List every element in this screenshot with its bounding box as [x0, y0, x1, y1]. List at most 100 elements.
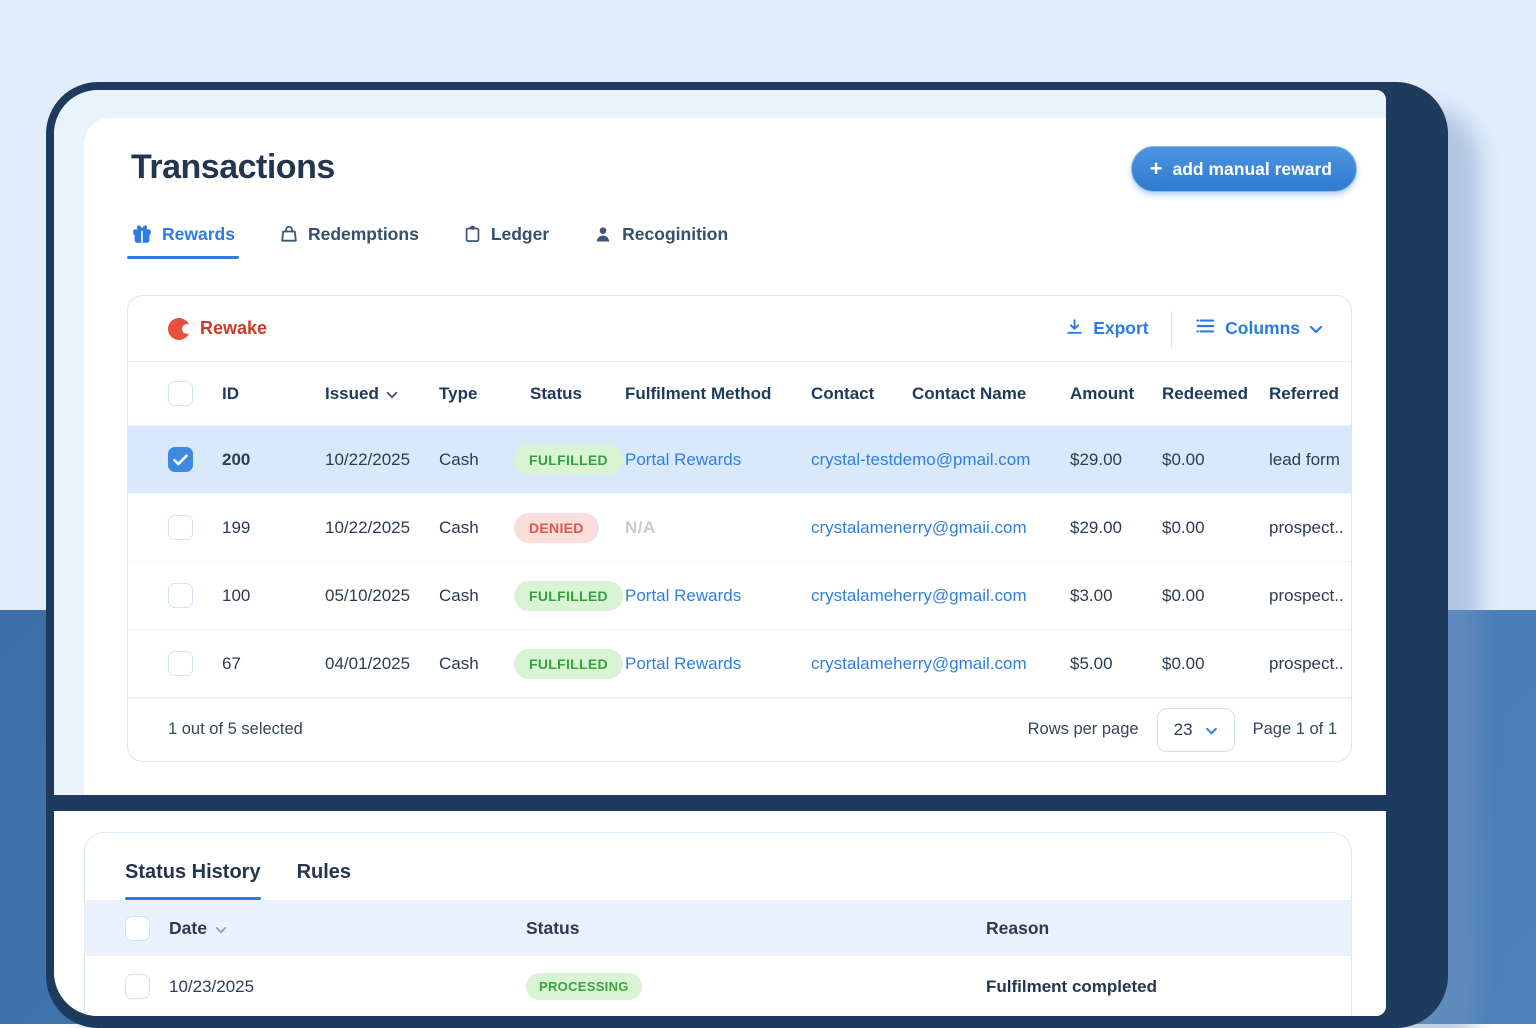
contact-email-link[interactable]: crystalamenerry@gmaii.com	[811, 517, 1027, 537]
cell-id: 200	[222, 449, 251, 469]
status-badge: FULFILLED	[514, 648, 623, 679]
cell-id: 67	[222, 653, 241, 673]
fulfilment-method-link[interactable]: Portal Rewards	[625, 449, 742, 469]
detail-row[interactable]: 10/23/2025 PROCESSING Fulfilment complet…	[85, 956, 1351, 1016]
bag-icon	[279, 223, 299, 245]
col-header-referred[interactable]: Referred	[1269, 383, 1339, 403]
cell-issued: 10/22/2025	[325, 517, 411, 537]
tab-rewards-label: Rewards	[162, 223, 235, 244]
status-history-card: Status History Rules Date Status Reason	[84, 832, 1352, 1016]
col-header-issued[interactable]: Issued	[325, 384, 439, 404]
cell-referred: prospect..	[1269, 517, 1344, 537]
row-checkbox[interactable]	[125, 974, 150, 999]
contact-email-link[interactable]: crystalameherry@gmail.com	[811, 585, 1027, 605]
chevron-down-icon	[1309, 318, 1323, 339]
fulfilment-method-na: N/A	[625, 517, 656, 537]
detail-header-row: Date Status Reason	[85, 900, 1351, 956]
cell-type: Cash	[439, 517, 479, 537]
row-checkbox[interactable]	[168, 651, 193, 676]
fulfilment-method-link[interactable]: Portal Rewards	[625, 653, 742, 673]
row-checkbox[interactable]	[168, 515, 193, 540]
rewake-brand-label: Rewake	[200, 318, 268, 338]
status-badge: FULFILLED	[514, 444, 623, 475]
cell-referred: prospect..	[1269, 653, 1344, 673]
add-manual-reward-label: add manual reward	[1172, 158, 1333, 179]
cell-redeemed: $0.00	[1162, 517, 1205, 537]
contact-email-link[interactable]: crystalameherry@gmail.com	[811, 653, 1027, 673]
rows-per-page-select[interactable]: 23	[1156, 707, 1235, 752]
gift-icon	[131, 223, 153, 245]
col-header-status[interactable]: Status	[530, 383, 582, 403]
tab-ledger[interactable]: Ledger	[463, 223, 549, 259]
columns-label: Columns	[1225, 318, 1300, 338]
panel-divider	[54, 795, 1386, 811]
cell-amount: $29.00	[1070, 449, 1122, 469]
tab-rewards[interactable]: Rewards	[127, 223, 239, 259]
chevron-down-icon	[1205, 720, 1218, 740]
cell-referred: prospect..	[1269, 585, 1344, 605]
cell-referred: lead form	[1269, 449, 1340, 469]
cell-amount: $29.00	[1070, 517, 1122, 537]
table-row[interactable]: 67 04/01/2025 Cash FULFILLED Portal Rewa…	[128, 630, 1351, 698]
col-header-amount[interactable]: Amount	[1070, 383, 1135, 403]
cell-type: Cash	[439, 449, 479, 469]
tab-rules[interactable]: Rules	[296, 861, 352, 883]
tab-recoginition[interactable]: Recoginition	[593, 223, 728, 259]
table-footer: 1 out of 5 selected Rows per page 23 Pag…	[128, 698, 1351, 760]
col-header-id[interactable]: ID	[222, 383, 239, 403]
rows-per-page-label: Rows per page	[1027, 720, 1139, 738]
detail-select-all-checkbox[interactable]	[125, 915, 150, 941]
col-header-redeemed[interactable]: Redeemed	[1162, 383, 1248, 403]
columns-button[interactable]: Columns	[1194, 317, 1323, 340]
tab-status-history[interactable]: Status History	[125, 861, 261, 900]
table-row[interactable]: 100 05/10/2025 Cash FULFILLED Portal Rew…	[128, 562, 1351, 630]
tab-recoginition-label: Recoginition	[622, 223, 729, 244]
chevron-down-icon	[215, 918, 227, 939]
status-badge: PROCESSING	[526, 973, 642, 1000]
tab-redemptions-label: Redemptions	[307, 223, 419, 244]
row-checkbox[interactable]	[168, 583, 193, 608]
table-row[interactable]: 200 10/22/2025 Cash FULFILLED Portal Rew…	[128, 426, 1351, 494]
page-title: Transactions	[131, 148, 335, 186]
export-button[interactable]: Export	[1065, 317, 1149, 341]
col-header-contact-label: Contact	[811, 383, 875, 403]
add-manual-reward-button[interactable]: + add manual reward	[1130, 146, 1357, 192]
col-header-type[interactable]: Type	[439, 383, 478, 403]
cell-issued: 04/01/2025	[325, 653, 411, 673]
cell-amount: $3.00	[1070, 585, 1113, 605]
tab-ledger-label: Ledger	[490, 223, 550, 244]
fulfilment-method-link[interactable]: Portal Rewards	[625, 585, 742, 605]
cell-redeemed: $0.00	[1162, 585, 1205, 605]
toolbar-divider	[1170, 310, 1173, 347]
select-all-checkbox[interactable]	[168, 381, 193, 406]
rewake-brand: Rewake	[168, 317, 268, 340]
detail-col-date[interactable]: Date	[169, 918, 526, 939]
transactions-panel: Transactions + add manual reward	[54, 90, 1386, 795]
tab-redemptions[interactable]: Redemptions	[279, 223, 419, 259]
device-frame: Transactions + add manual reward	[46, 82, 1448, 1028]
table-toolbar: Rewake Export	[128, 296, 1351, 362]
export-label: Export	[1093, 318, 1149, 338]
col-header-method[interactable]: Fulfilment Method	[625, 383, 772, 403]
cell-issued: 05/10/2025	[325, 585, 411, 605]
detail-col-date-label: Date	[169, 917, 207, 938]
page-info: Page 1 of 1	[1252, 720, 1337, 738]
columns-icon	[1194, 317, 1216, 340]
cell-id: 100	[222, 585, 251, 605]
col-header-contact[interactable]: Contact Contact Name	[811, 384, 1070, 404]
detail-col-reason[interactable]: Reason	[986, 917, 1050, 938]
plus-icon: +	[1149, 156, 1163, 181]
table-row[interactable]: 199 10/22/2025 Cash DENIED N/A crystalam…	[128, 494, 1351, 562]
detail-panel: Status History Rules Date Status Reason	[54, 811, 1386, 1016]
rewake-logo-icon	[168, 317, 192, 340]
row-checkbox[interactable]	[168, 447, 193, 472]
detail-col-status[interactable]: Status	[526, 917, 580, 938]
contact-email-link[interactable]: crystal-testdemo@pmail.com	[811, 449, 1031, 469]
rows-per-page-value: 23	[1173, 719, 1193, 739]
col-header-issued-label: Issued	[325, 383, 379, 403]
col-header-contact-name[interactable]: Contact Name	[912, 383, 1027, 403]
detail-tabs: Status History Rules	[85, 833, 1351, 900]
detail-cell-reason: Fulfilment completed	[986, 976, 1157, 996]
table-header-row: ID Issued Type Status Fulfilment Method …	[128, 362, 1351, 426]
chevron-down-icon	[386, 384, 398, 404]
